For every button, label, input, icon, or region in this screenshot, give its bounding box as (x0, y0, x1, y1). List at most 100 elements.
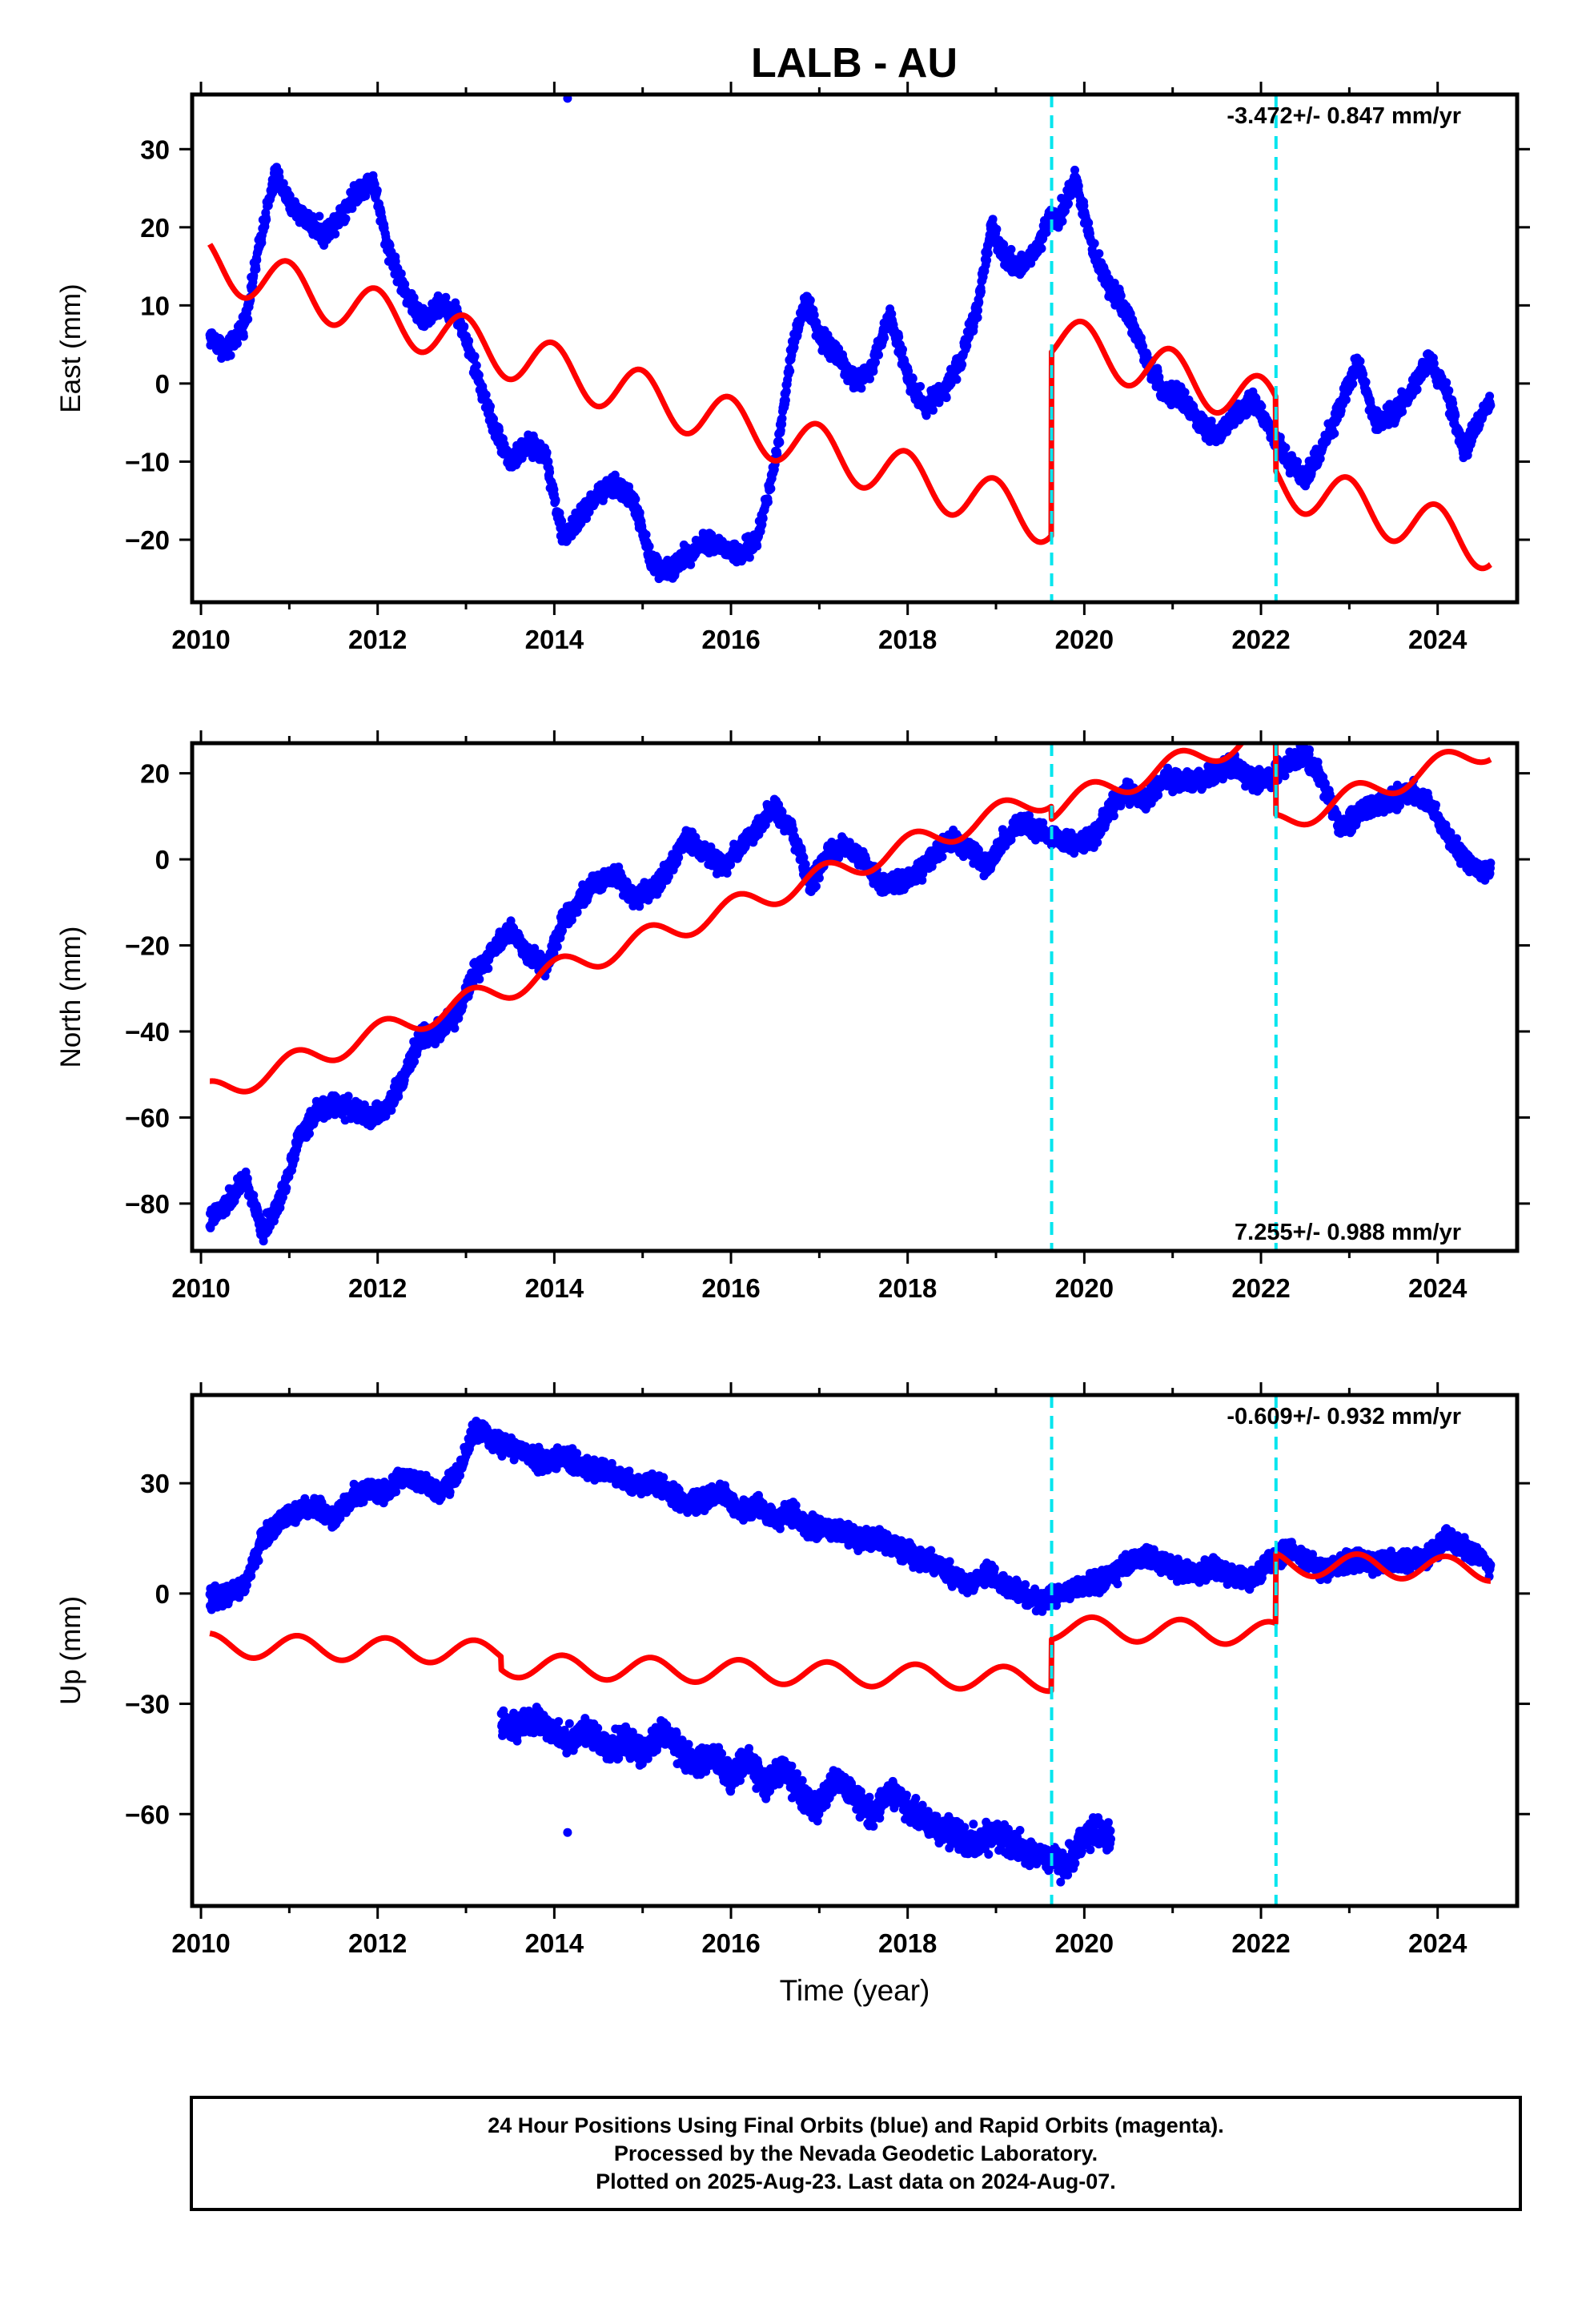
observation-point (285, 191, 295, 200)
observation-point (871, 358, 880, 367)
observation-point (766, 484, 776, 493)
observation-point (1070, 165, 1079, 175)
observation-point (1058, 216, 1067, 226)
observation-point (441, 292, 451, 302)
observation-point (472, 360, 481, 370)
observation-point (347, 203, 357, 213)
observation-point (1116, 291, 1126, 300)
panel-north: 2010 2012 2014 2016 2018 2020 2022 2024−80−60−4… (55, 730, 1530, 1303)
observation-point (631, 494, 640, 504)
observation-point (257, 238, 267, 247)
observation-point (865, 374, 874, 384)
observation-point (880, 333, 889, 343)
observation-point (977, 287, 986, 296)
observation-point (1398, 407, 1407, 416)
observation-point (259, 1236, 268, 1246)
observation-point (387, 1106, 396, 1115)
observation-point (805, 296, 815, 305)
y-tick-label: 20 (140, 213, 170, 243)
x-tick-label: 2022 (1231, 625, 1290, 654)
observation-point (1042, 227, 1051, 237)
observation-point (869, 367, 878, 376)
observation-point (857, 384, 866, 393)
observation-point (1094, 249, 1104, 259)
observation-point (495, 425, 504, 435)
observation-point (282, 1184, 291, 1192)
x-tick-label: 2014 (525, 625, 584, 654)
observation-point (775, 438, 785, 447)
observation-point (1442, 378, 1452, 388)
observation-point (1485, 392, 1495, 401)
observation-point (785, 366, 795, 376)
observation-point (372, 186, 382, 195)
observation-point (894, 332, 904, 342)
y-tick-label: 30 (140, 135, 170, 164)
observation-point (777, 414, 787, 423)
x-tick-label: 2024 (1408, 625, 1468, 654)
observation-point (305, 1129, 314, 1139)
observation-point (763, 497, 773, 507)
panel-frame (190, 92, 1520, 605)
plot-area-north (205, 743, 1496, 1246)
observation-point (584, 507, 594, 517)
observation-point (898, 344, 907, 354)
observation-point (331, 229, 340, 239)
observation-point (1293, 456, 1302, 466)
observation-point (1412, 384, 1422, 394)
observation-point (458, 1002, 468, 1011)
observation-points (205, 163, 1496, 584)
observation-point (551, 496, 560, 505)
observation-point (226, 351, 235, 360)
observation-point (252, 255, 262, 265)
y-tick-label: −20 (125, 525, 170, 555)
observation-point (275, 172, 284, 182)
observation-point (359, 1100, 369, 1110)
observation-point (409, 293, 419, 303)
observation-point (1110, 279, 1119, 287)
rate-annotation: -3.472+/- 0.847 mm/yr (1227, 103, 1461, 129)
observation-point (973, 313, 982, 323)
observation-point (781, 387, 791, 396)
observation-point (982, 255, 992, 265)
observation-point (1074, 181, 1083, 191)
observation-point (641, 530, 651, 540)
x-tick-label: 2020 (1055, 625, 1114, 654)
observation-point (1355, 356, 1365, 366)
observation-point (644, 541, 654, 551)
observation-point (1444, 386, 1454, 396)
y-axis-label: East (mm) (55, 283, 86, 412)
observation-point (243, 315, 253, 324)
observation-point (394, 1092, 404, 1101)
observation-point (745, 553, 754, 562)
observation-point (929, 405, 938, 415)
observation-point (753, 541, 762, 551)
observation-point (1064, 199, 1073, 208)
observation-point (361, 191, 371, 201)
observation-point (1451, 411, 1460, 420)
observation-point (400, 279, 410, 289)
observation-point (686, 560, 696, 569)
observation-point (874, 350, 883, 360)
observation-point (1341, 395, 1351, 404)
y-tick-label: 10 (140, 291, 170, 320)
x-tick-label: 2018 (878, 625, 937, 654)
outlier-point (563, 94, 572, 103)
observation-point (450, 1023, 460, 1033)
x-tick-label: 2016 (701, 625, 760, 654)
observation-point (544, 456, 553, 466)
observation-point (962, 341, 972, 351)
observation-point (1090, 239, 1099, 248)
observation-point (239, 332, 248, 341)
observation-point (484, 963, 493, 973)
observation-point (464, 336, 474, 346)
x-tick-label: 2010 (171, 625, 230, 654)
observation-point (974, 306, 982, 316)
observation-point (1315, 454, 1325, 464)
observation-point (635, 508, 644, 517)
observation-point (552, 942, 562, 951)
observation-point (781, 396, 790, 405)
observation-point (908, 374, 917, 384)
observation-point (958, 360, 967, 369)
observation-point (542, 448, 552, 457)
observation-point (262, 215, 271, 224)
